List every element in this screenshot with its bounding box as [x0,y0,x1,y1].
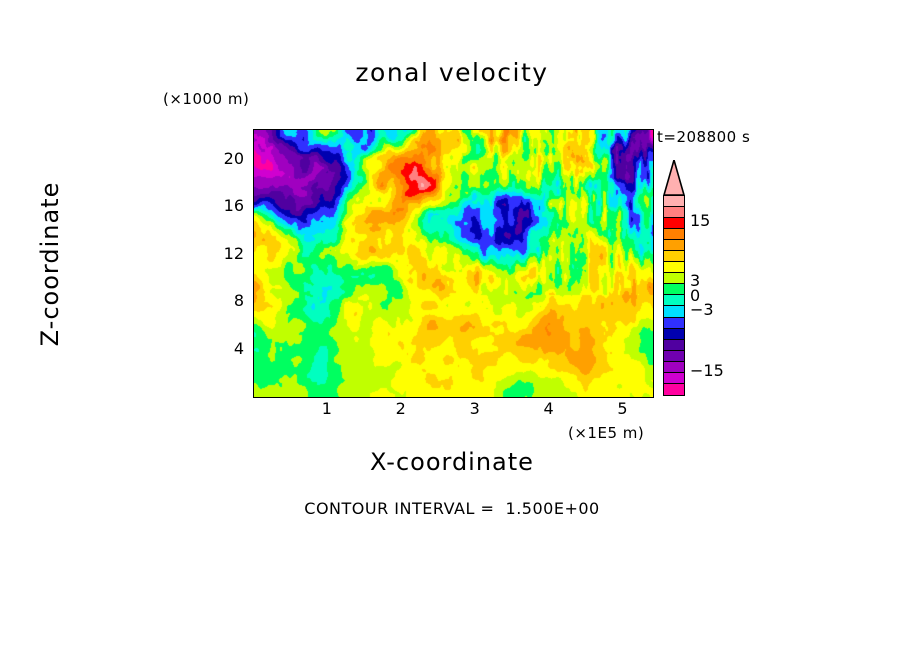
colorbar-tick-label: 15 [690,211,711,230]
colorbar-tick-label: −3 [690,300,714,319]
colorbar-band [664,361,684,373]
x-axis-title: X-coordinate [370,448,534,476]
y-axis-ticks: 4 8 12 16 20 [200,129,244,396]
colorbar-band [664,262,684,274]
y-axis-title: Z-coordinate [36,181,64,347]
y-tick-label: 12 [223,243,244,263]
x-tick-label: 3 [469,399,480,418]
y-axis-units: (×1000 m) [163,90,250,108]
colorbar-extend-arrow-icon [663,160,685,195]
colorbar-band [664,240,684,252]
y-tick-label: 4 [233,338,244,358]
colorbar-band [664,339,684,351]
colorbar-band [664,328,684,340]
colorbar-band [664,383,684,395]
contour-plot-area [253,129,654,398]
x-tick-label: 5 [617,399,628,418]
colorbar-bands [663,195,685,396]
contour-interval-caption: CONTOUR INTERVAL = 1.500E+00 [304,499,600,518]
y-tick-label: 8 [233,291,244,311]
colorbar-band [664,317,684,329]
x-axis-units: (×1E5 m) [568,424,645,442]
colorbar-band [664,251,684,263]
x-tick-label: 2 [395,399,406,418]
colorbar-band [664,218,684,230]
colorbar-band [664,273,684,285]
colorbar-tick-label: 0 [690,286,701,305]
colorbar-band [664,229,684,241]
y-tick-label: 20 [223,148,244,168]
colorbar-labels: 15 3 0 −3 −15 [690,129,760,409]
colorbar-band [664,207,684,219]
x-tick-label: 1 [321,399,332,418]
colorbar-band [664,306,684,318]
time-annotation: t=208800 s [657,128,751,146]
x-axis-ticks: 1 2 3 4 5 [253,399,652,425]
colorbar-band [664,372,684,384]
colorbar [663,160,685,396]
x-tick-label: 4 [543,399,554,418]
y-tick-label: 16 [223,196,244,216]
colorbar-band [664,196,684,208]
page-title: zonal velocity [355,58,549,87]
colorbar-band [664,350,684,362]
colorbar-tick-label: 3 [690,271,701,290]
colorbar-band [664,284,684,296]
colorbar-tick-label: −15 [690,361,724,380]
velocity-field-heatmap [254,130,653,397]
colorbar-band [664,295,684,307]
